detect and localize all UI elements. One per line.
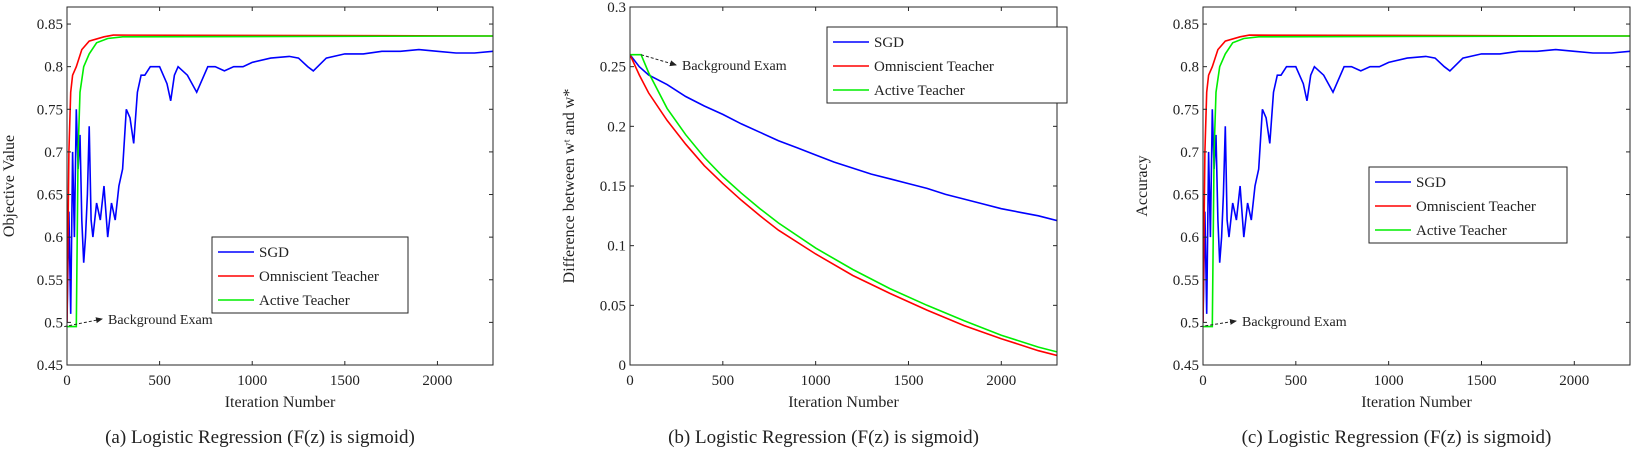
series-line-omniscient-teacher <box>1203 34 1630 323</box>
annotation-text: Background Exam <box>1242 315 1347 330</box>
legend-entry: Active Teacher <box>1416 223 1507 239</box>
y-tick-label: 0.45 <box>37 358 63 374</box>
legend-entry: Omniscient Teacher <box>259 269 379 285</box>
x-tick-label: 0 <box>1199 373 1207 389</box>
subplot-c: 0 500 1000 1500 2000 0.45 0.5 0.55 0.6 0.65 0.7 0.7… <box>1134 6 1631 448</box>
x-tick-label: 1000 <box>801 373 831 389</box>
y-tick-label: 0.1 <box>607 239 626 255</box>
legend-entry: Active Teacher <box>874 83 965 99</box>
x-tick-label: 2000 <box>1559 373 1589 389</box>
series-line-active-teacher <box>1203 35 1630 328</box>
x-tick-label: 500 <box>712 373 735 389</box>
series-line-active-teacher <box>67 35 493 328</box>
axes-box <box>1202 6 1631 366</box>
x-tick-label: 500 <box>148 373 171 389</box>
y-tick-label: 0.3 <box>607 0 626 16</box>
y-tick-label: 0.15 <box>600 179 626 195</box>
y-tick-label: 0.7 <box>44 145 63 161</box>
subplot-caption: (a) Logistic Regression (F(z) is sigmoid… <box>105 427 415 448</box>
series-line-omniscient-teacher <box>630 54 1057 357</box>
y-tick-label: 0.45 <box>1173 358 1199 374</box>
legend-entry: SGD <box>1416 175 1446 191</box>
legend: SGD Omniscient Teacher Active Teacher <box>826 26 1068 104</box>
annotation-text: Background Exam <box>108 313 213 328</box>
legend: SGD Omniscient Teacher Active Teacher <box>211 236 409 314</box>
legend-entry: Active Teacher <box>259 293 350 309</box>
y-tick-label: 0.6 <box>44 230 63 246</box>
x-tick-label: 1000 <box>237 373 267 389</box>
y-tick-label: 0 <box>619 358 627 374</box>
y-tick-label: 0.5 <box>1180 315 1199 331</box>
series-line-sgd <box>1203 48 1630 323</box>
y-tick-label: 0.6 <box>1180 230 1199 246</box>
annotation-text: Background Exam <box>682 59 787 74</box>
x-tick-label: 1500 <box>893 373 923 389</box>
subplot-a: 0 500 1000 1500 2000 0.45 0.5 0.55 0.6 0.65 0.7 0.7… <box>1 6 494 448</box>
y-axis-label: Difference between wᵗ and w* <box>561 89 578 284</box>
x-axis-label: Iteration Number <box>1361 394 1472 411</box>
x-tick-label: 2000 <box>422 373 452 389</box>
y-tick-label: 0.85 <box>37 17 63 33</box>
y-axis-label: Accuracy <box>1134 155 1151 216</box>
subplot-caption: (c) Logistic Regression (F(z) is sigmoid… <box>1242 427 1552 448</box>
y-tick-label: 0.7 <box>1180 145 1199 161</box>
x-tick-label: 500 <box>1285 373 1308 389</box>
y-axis-label: Objective Value <box>1 135 18 237</box>
x-axis-label: Iteration Number <box>788 394 899 411</box>
annotation-arrow <box>640 54 677 67</box>
series-line-active-teacher <box>630 53 1057 353</box>
y-tick-label: 0.8 <box>44 60 63 76</box>
series-line-omniscient-teacher <box>67 34 493 323</box>
x-tick-label: 1000 <box>1374 373 1404 389</box>
subplot-b: 0 500 1000 1500 2000 0 0.05 0.1 0.15 0.2 0.25 0.3 It… <box>561 0 1068 448</box>
legend-entry: Omniscient Teacher <box>1416 199 1536 215</box>
legend-entry: SGD <box>874 35 904 51</box>
legend-entry: Omniscient Teacher <box>874 59 994 75</box>
axes-box <box>66 6 494 366</box>
series-line-sgd <box>630 54 1057 222</box>
y-tick-label: 0.55 <box>1173 273 1199 289</box>
x-tick-label: 2000 <box>986 373 1016 389</box>
x-tick-label: 1500 <box>1466 373 1496 389</box>
y-tick-label: 0.75 <box>37 102 63 118</box>
subplot-caption: (b) Logistic Regression (F(z) is sigmoid… <box>668 427 979 448</box>
y-tick-label: 0.65 <box>1173 188 1199 204</box>
x-axis-label: Iteration Number <box>225 394 336 411</box>
x-tick-label: 1500 <box>330 373 360 389</box>
x-tick-label: 0 <box>626 373 634 389</box>
legend: SGD Omniscient Teacher Active Teacher <box>1368 166 1568 244</box>
y-tick-label: 0.85 <box>1173 17 1199 33</box>
y-tick-label: 0.5 <box>44 315 63 331</box>
x-tick-label: 0 <box>63 373 71 389</box>
legend-entry: SGD <box>259 245 289 261</box>
y-tick-label: 0.8 <box>1180 60 1199 76</box>
annotation-arrow <box>1200 318 1237 328</box>
y-tick-label: 0.25 <box>600 60 626 76</box>
y-tick-label: 0.75 <box>1173 102 1199 118</box>
annotation-arrow <box>64 317 103 328</box>
y-tick-label: 0.65 <box>37 188 63 204</box>
series-line-sgd <box>67 48 493 323</box>
y-tick-label: 0.05 <box>600 298 626 314</box>
y-tick-label: 0.2 <box>607 119 626 135</box>
y-tick-label: 0.55 <box>37 273 63 289</box>
